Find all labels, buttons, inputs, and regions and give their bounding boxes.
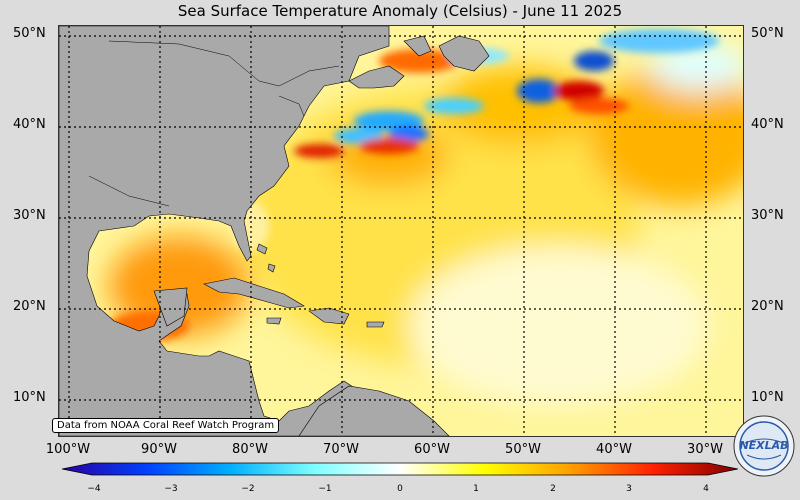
lon-label-50w: 50°W — [505, 442, 541, 457]
lat-label-10n: 10°N — [13, 390, 46, 405]
lon-label-60w: 60°W — [414, 442, 450, 457]
colorbar-tick: 1 — [473, 484, 479, 494]
lat-label-40n: 40°N — [13, 117, 46, 132]
colorbar-tick: 3 — [626, 484, 632, 494]
data-attribution: Data from NOAA Coral Reef Watch Program — [52, 418, 280, 433]
colorbar-tick: 4 — [703, 484, 709, 494]
lat-label-right-20n: 20°N — [751, 299, 784, 314]
map-title: Sea Surface Temperature Anomaly (Celsius… — [177, 2, 623, 20]
lat-label-50n: 50°N — [13, 26, 46, 41]
colorbar-tick: −1 — [318, 484, 332, 494]
colorbar-tick: −2 — [241, 484, 255, 494]
lon-label-100w: 100°W — [45, 442, 91, 457]
colorbar — [62, 462, 738, 476]
colorbar-tick: −4 — [87, 484, 101, 494]
lon-label-80w: 80°W — [232, 442, 268, 457]
lon-label-70w: 70°W — [323, 442, 359, 457]
lat-label-right-40n: 40°N — [751, 117, 784, 132]
lat-label-right-30n: 30°N — [751, 208, 784, 223]
lat-label-30n: 30°N — [13, 208, 46, 223]
colorbar-tick: −3 — [164, 484, 178, 494]
sst-anomaly-map — [58, 25, 744, 437]
lon-label-90w: 90°W — [141, 442, 177, 457]
lat-label-20n: 20°N — [13, 299, 46, 314]
lat-label-right-10n: 10°N — [751, 390, 784, 405]
lat-label-right-50n: 50°N — [751, 26, 784, 41]
nexlab-logo: NEXLAB — [733, 415, 795, 477]
lon-label-30w: 30°W — [687, 442, 723, 457]
colorbar-tick: 2 — [550, 484, 556, 494]
lon-label-40w: 40°W — [596, 442, 632, 457]
colorbar-tick: 0 — [397, 484, 403, 494]
svg-text:NEXLAB: NEXLAB — [739, 439, 788, 452]
